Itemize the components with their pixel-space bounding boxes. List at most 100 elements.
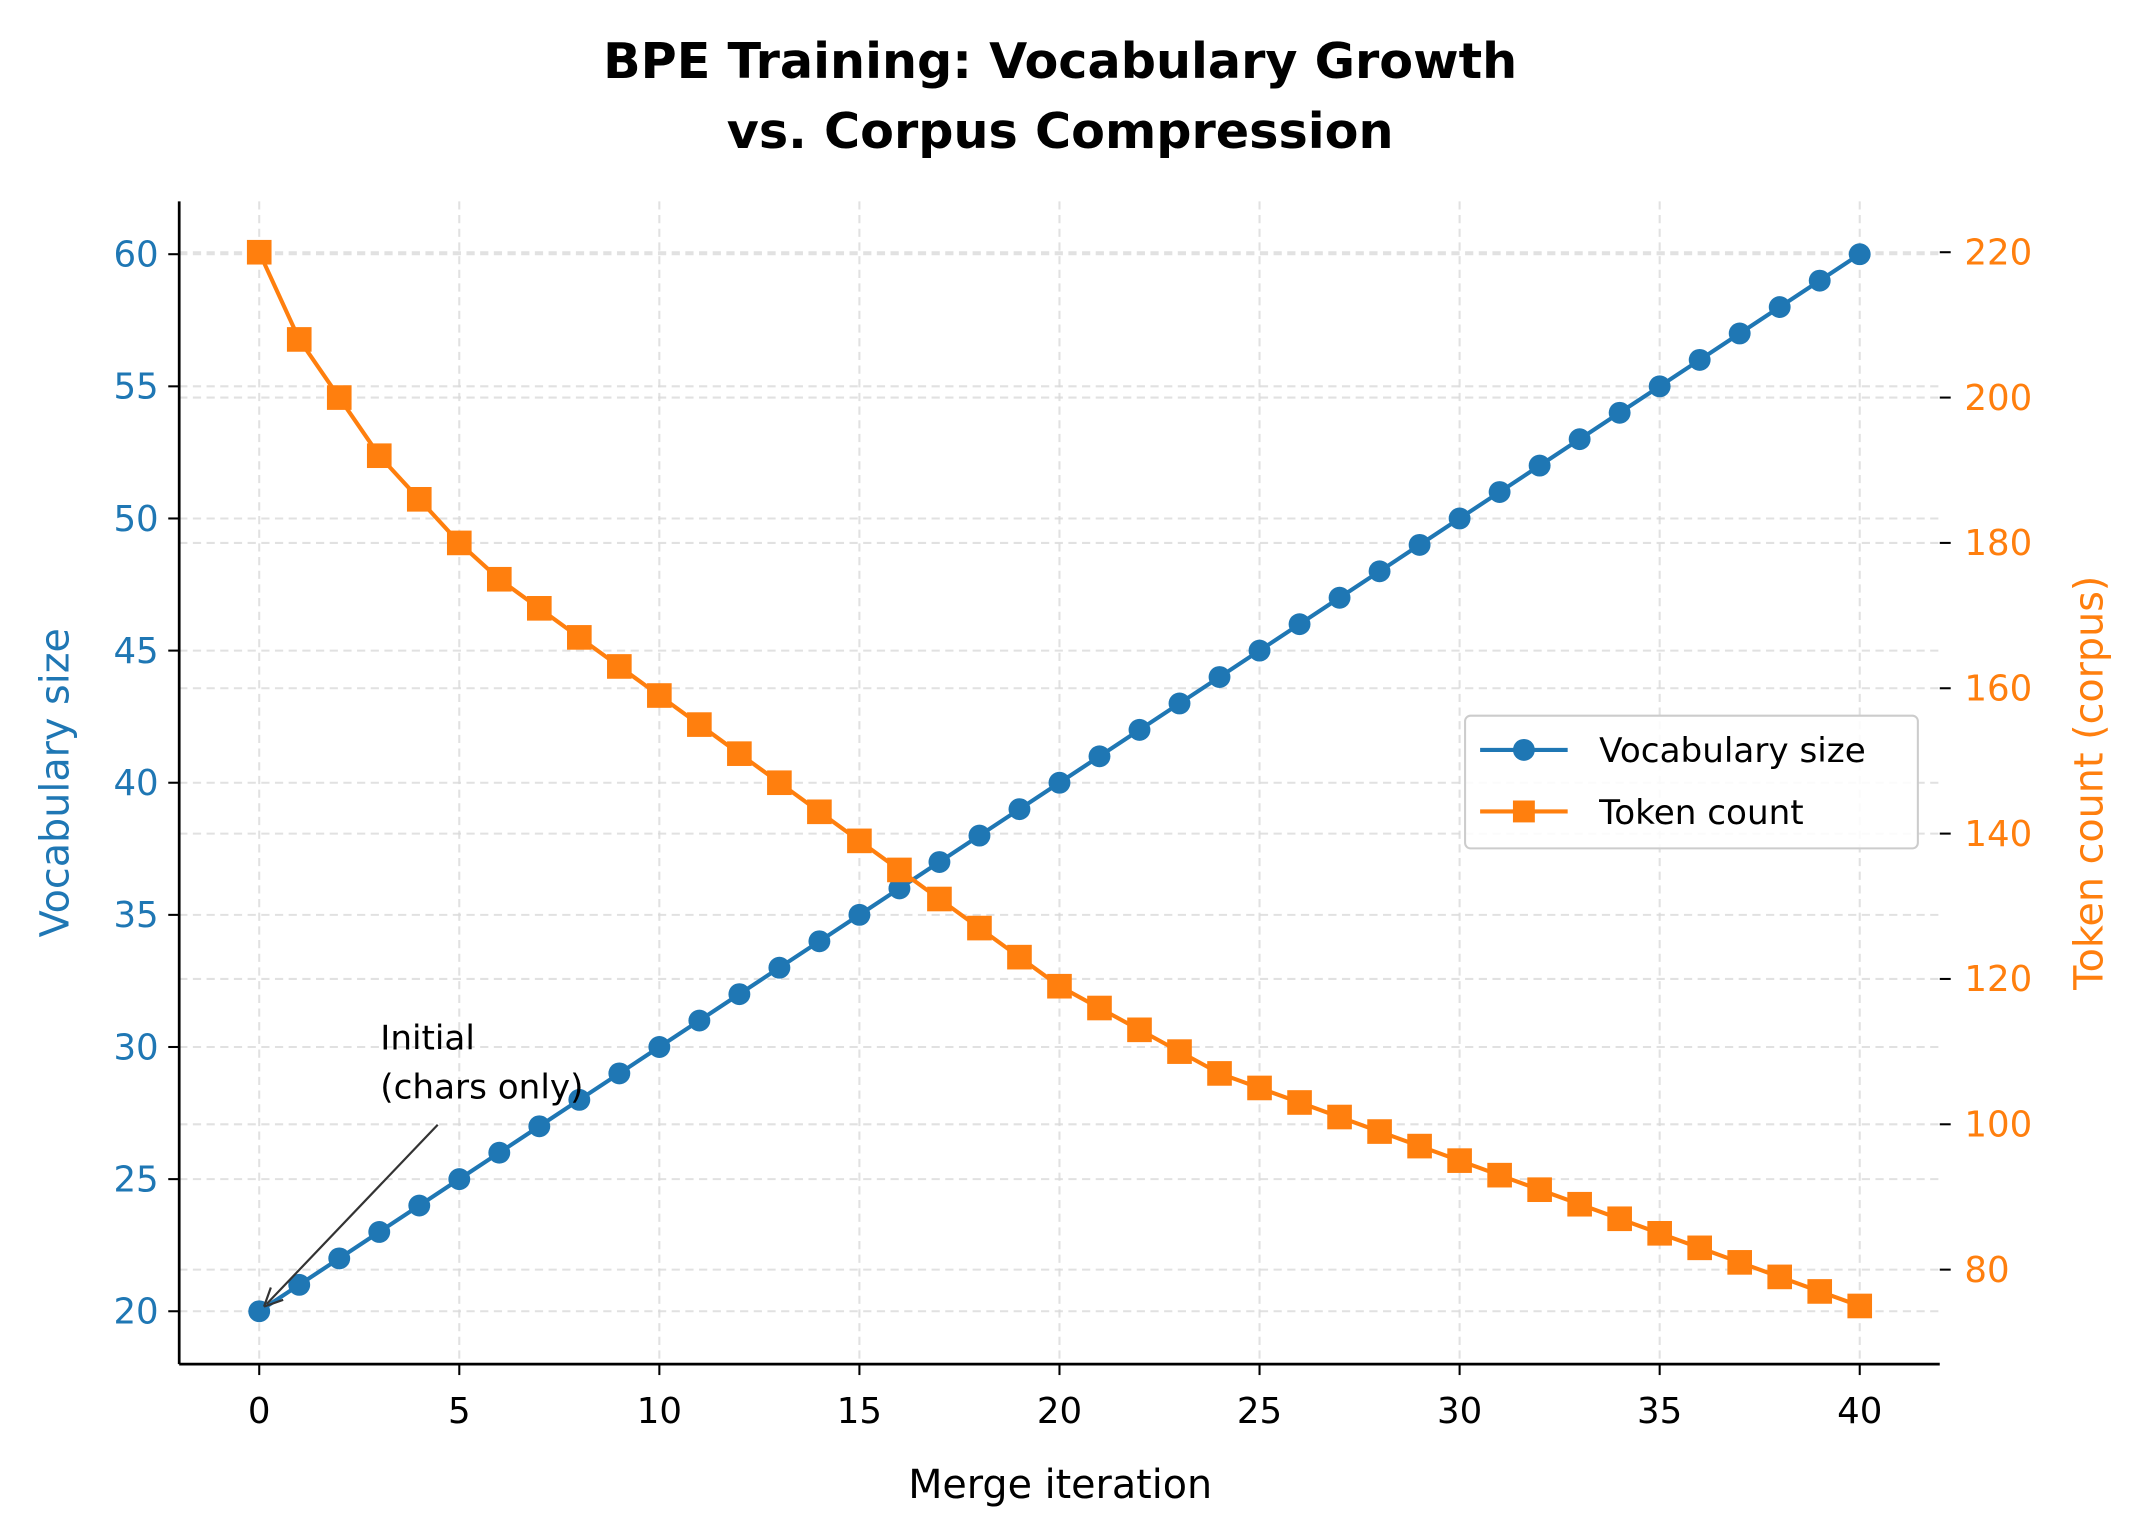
data-point-token-count <box>727 741 752 766</box>
y-tick-label-right: 220 <box>1964 233 2032 274</box>
data-point-vocabulary-size <box>1248 639 1271 662</box>
data-point-vocabulary-size <box>1648 375 1671 398</box>
legend-marker-vocab <box>1512 738 1535 761</box>
data-point-vocabulary-size <box>1608 401 1631 424</box>
data-point-vocabulary-size <box>1408 533 1431 556</box>
data-point-token-count <box>687 712 712 737</box>
data-point-token-count <box>406 486 432 512</box>
annotation: Initial (chars only) <box>262 1018 583 1308</box>
data-point-token-count <box>1807 1279 1833 1304</box>
data-point-token-count <box>1567 1191 1592 1217</box>
data-point-vocabulary-size <box>1008 798 1031 821</box>
y-tick-label-right: 140 <box>1964 814 2032 855</box>
data-point-vocabulary-size <box>1048 771 1071 794</box>
x-tick-label: 0 <box>248 1391 271 1432</box>
x-axis-label: Merge iteration <box>908 1462 1212 1508</box>
y-axis-label-right: Token count (corpus) <box>2067 576 2113 991</box>
legend-marker-tokens <box>1512 800 1535 823</box>
data-point-vocabulary-size <box>1168 692 1191 715</box>
data-point-vocabulary-size <box>1528 454 1551 477</box>
axes: 0 5 10 15 20 25 30 35 40 20 25 30 35 40 45 50 55 60 80 100 1… <box>113 201 2032 1432</box>
data-point-vocabulary-size <box>848 903 871 926</box>
annotation-arrowhead <box>262 1287 284 1308</box>
data-point-vocabulary-size <box>528 1115 551 1138</box>
data-point-vocabulary-size <box>328 1247 351 1270</box>
y-tick-label-right: 180 <box>1964 523 2032 564</box>
annotation-line-2: (chars only) <box>380 1068 583 1108</box>
data-point-vocabulary-size <box>768 956 791 979</box>
data-point-token-count <box>246 239 272 265</box>
data-point-token-count <box>486 566 512 592</box>
data-point-token-count <box>1047 973 1072 999</box>
y-tick-label-left: 35 <box>113 895 158 936</box>
data-point-vocabulary-size <box>1208 666 1231 688</box>
data-point-vocabulary-size <box>1328 586 1351 609</box>
data-point-token-count <box>1607 1206 1632 1232</box>
y-tick-label-left: 50 <box>113 499 158 540</box>
legend-box <box>1464 714 1919 850</box>
data-point-vocabulary-size <box>1128 718 1151 741</box>
annotation-line-1: Initial <box>380 1018 475 1058</box>
data-point-vocabulary-size <box>608 1062 631 1085</box>
data-point-vocabulary-size <box>1568 428 1591 451</box>
data-point-vocabulary-size <box>928 851 951 873</box>
data-point-token-count <box>1847 1293 1873 1319</box>
data-point-token-count <box>1087 995 1112 1021</box>
data-point-vocabulary-size <box>1848 243 1871 266</box>
data-point-token-count <box>1407 1133 1432 1159</box>
data-point-token-count <box>1207 1061 1232 1086</box>
data-point-token-count <box>1727 1250 1753 1275</box>
data-point-vocabulary-size <box>648 1036 671 1058</box>
data-point-token-count <box>1247 1075 1272 1101</box>
data-point-token-count <box>366 443 392 469</box>
y-tick-label-right: 80 <box>1964 1250 2009 1291</box>
legend-label-tokens: Token count <box>1598 793 1804 833</box>
data-point-vocabulary-size <box>688 1009 711 1032</box>
y-tick-label-left: 25 <box>113 1159 158 1200</box>
x-tick-label: 10 <box>637 1391 682 1432</box>
x-tick-label: 25 <box>1237 1391 1282 1432</box>
data-point-vocabulary-size <box>888 877 911 900</box>
data-point-token-count <box>967 915 992 941</box>
y-tick-label-left: 20 <box>113 1292 158 1333</box>
y-tick-label-right: 160 <box>1964 669 2032 710</box>
data-point-vocabulary-size <box>1368 560 1391 583</box>
data-point-vocabulary-size <box>568 1088 591 1111</box>
data-point-vocabulary-size <box>1688 348 1711 371</box>
data-point-token-count <box>607 654 632 679</box>
y-tick-label-left: 40 <box>113 763 158 804</box>
legend-label-vocab: Vocabulary size <box>1599 731 1866 771</box>
data-point-token-count <box>446 530 472 556</box>
data-point-vocabulary-size <box>288 1273 311 1296</box>
data-point-token-count <box>1647 1220 1672 1246</box>
data-point-vocabulary-size <box>968 824 991 847</box>
data-point-vocabulary-size <box>368 1221 391 1243</box>
data-point-token-count <box>1487 1162 1512 1188</box>
data-point-token-count <box>1767 1264 1793 1290</box>
data-point-vocabulary-size <box>1808 269 1831 292</box>
data-point-vocabulary-size <box>1488 481 1511 503</box>
data-point-token-count <box>1327 1104 1352 1130</box>
legend: Vocabulary size Token count <box>1464 714 1919 850</box>
y-tick-label-left: 55 <box>113 367 158 408</box>
data-point-token-count <box>326 385 352 410</box>
data-point-token-count <box>1167 1039 1192 1064</box>
data-point-token-count <box>1287 1090 1312 1115</box>
x-tick-label: 40 <box>1837 1391 1882 1432</box>
data-point-vocabulary-size <box>1288 613 1311 636</box>
data-point-vocabulary-size <box>408 1194 431 1217</box>
annotation-arrow <box>265 1123 439 1305</box>
data-point-token-count <box>1367 1119 1392 1144</box>
data-point-vocabulary-size <box>1768 296 1791 319</box>
data-point-token-count <box>286 327 312 352</box>
y-tick-label-left: 30 <box>113 1027 158 1068</box>
data-point-vocabulary-size <box>808 930 831 953</box>
data-point-vocabulary-size <box>1448 507 1471 530</box>
data-point-token-count <box>567 625 592 650</box>
y-tick-label-right: 100 <box>1964 1105 2032 1146</box>
data-point-vocabulary-size <box>448 1168 471 1191</box>
series-layer <box>246 239 1873 1323</box>
y-tick-label-right: 200 <box>1964 378 2032 419</box>
chart-title-line-2: vs. Corpus Compression <box>727 102 1394 160</box>
